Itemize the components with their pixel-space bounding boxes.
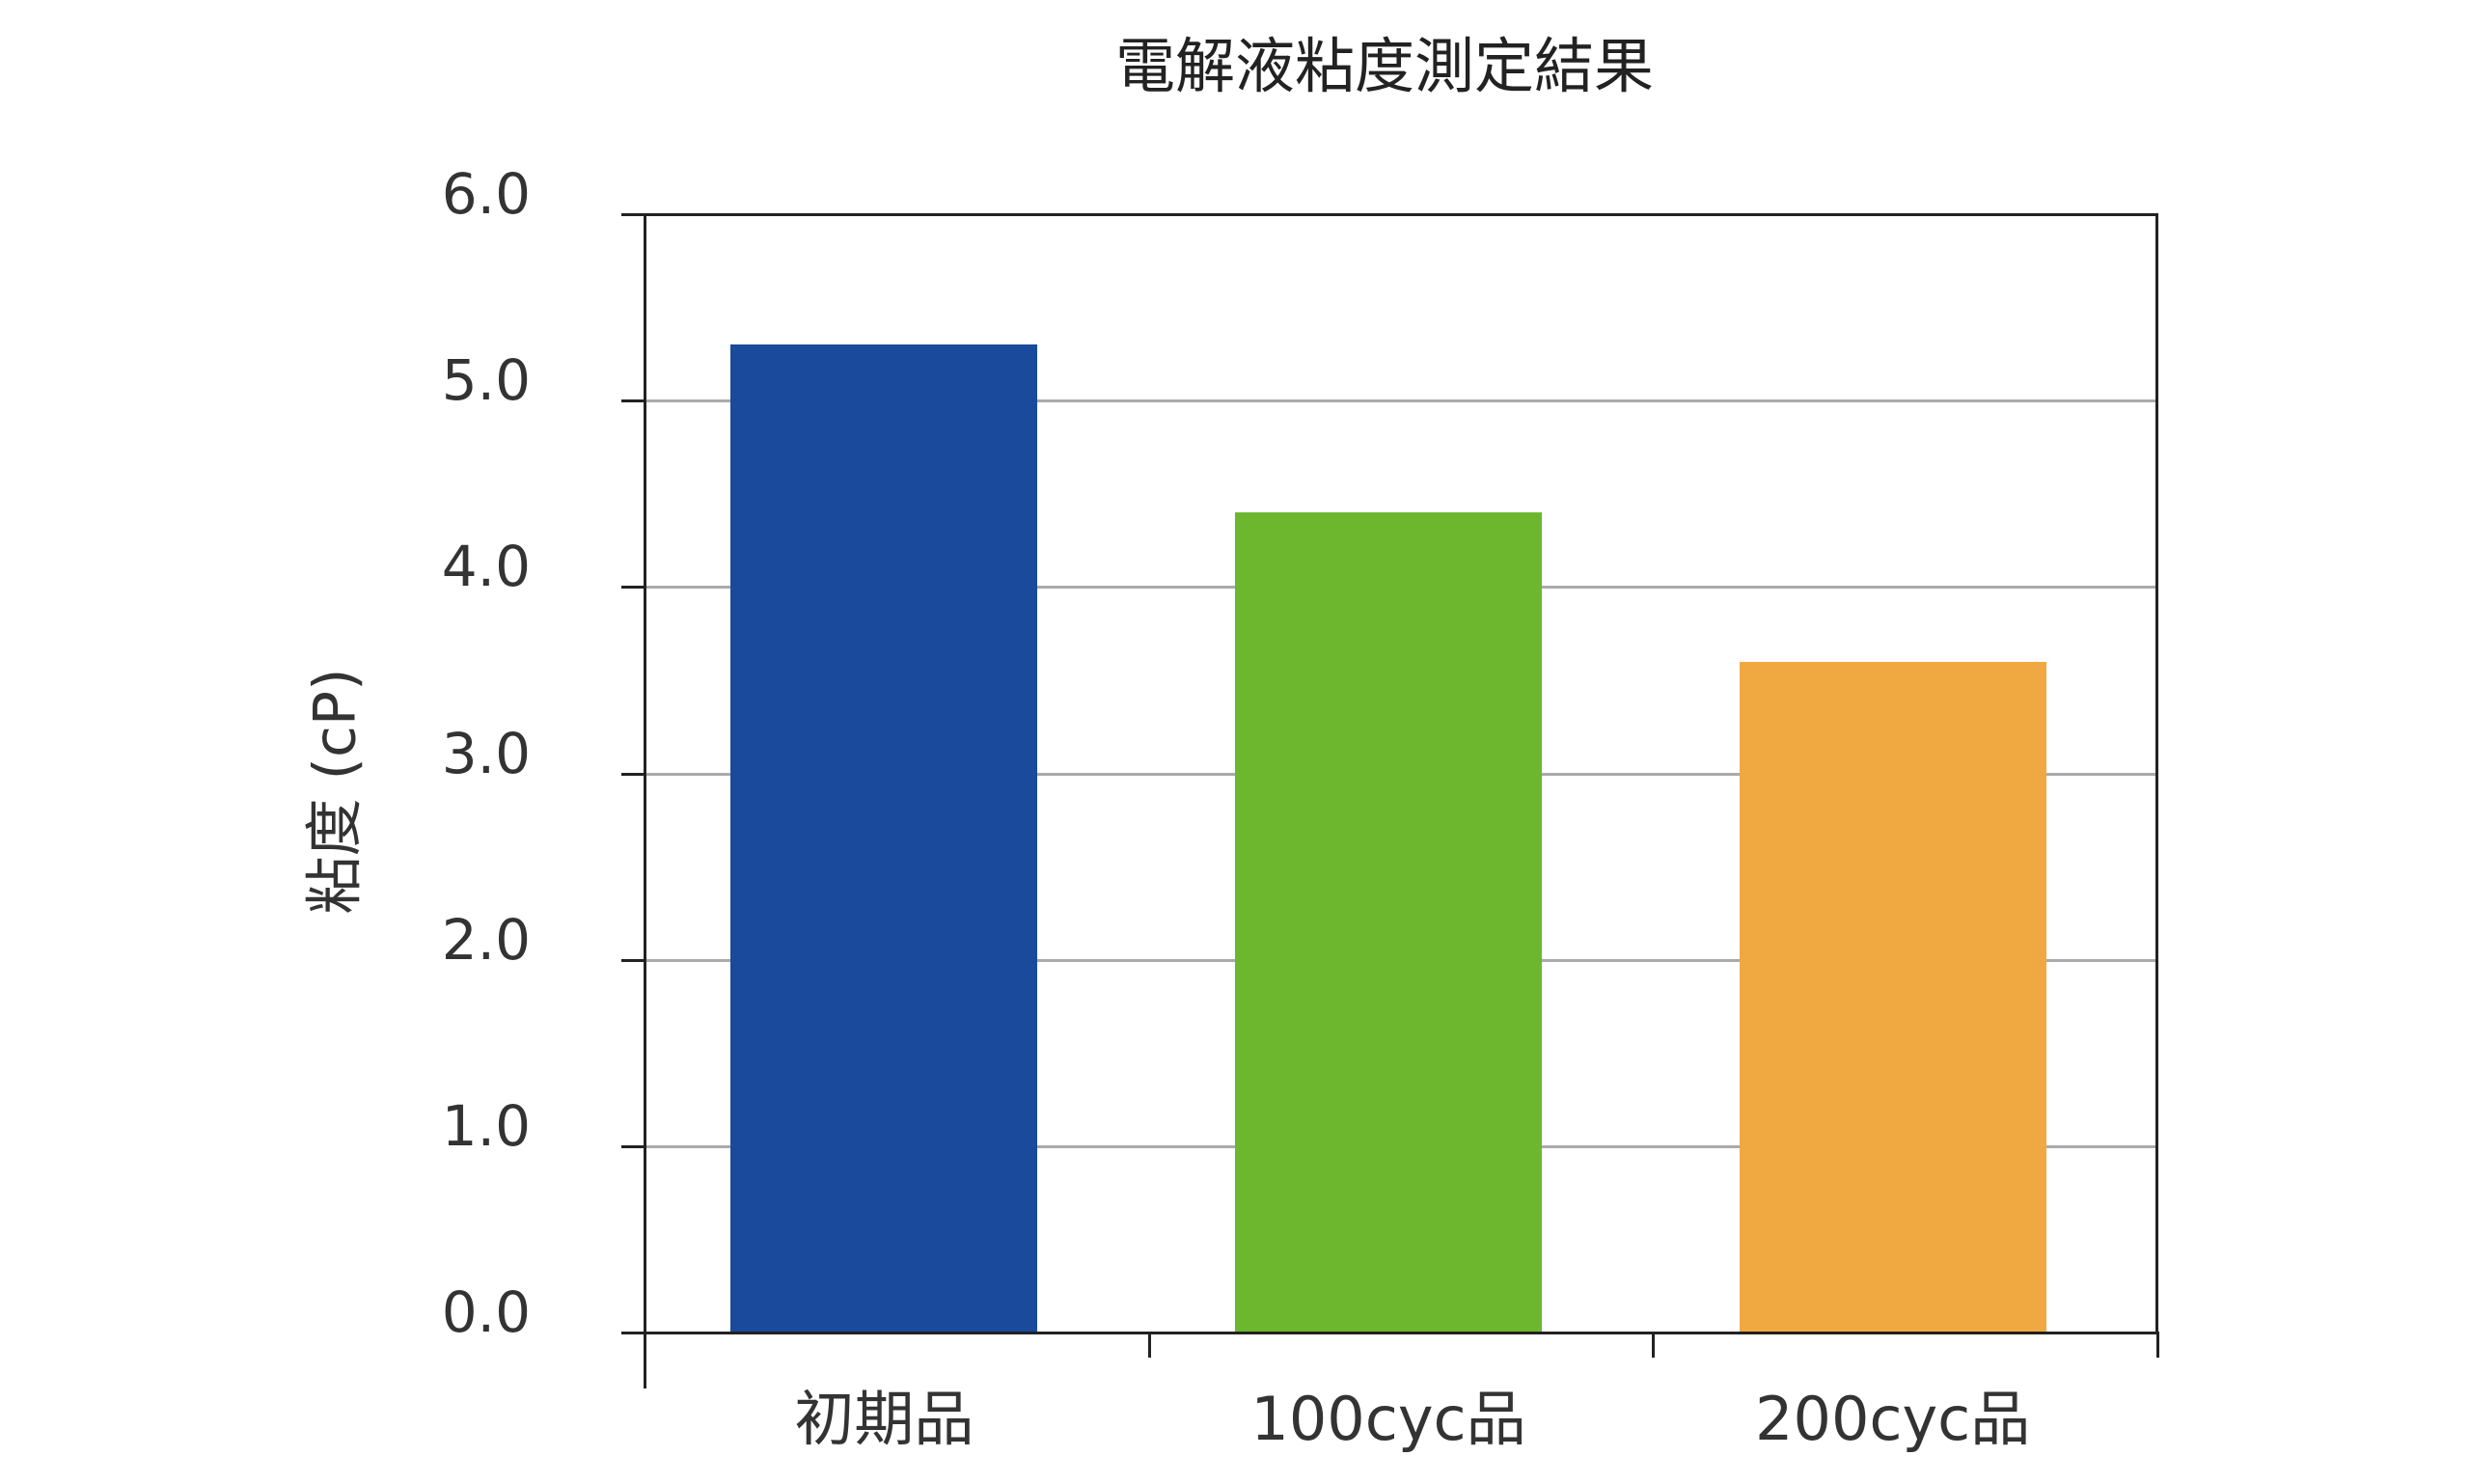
y-tick-label: 0.0 (441, 1279, 531, 1345)
y-axis-title: 粘度 (cP) (301, 668, 370, 915)
y-tick-mark (621, 1144, 646, 1148)
y-axis-line (644, 213, 646, 1388)
x-tick-mark (644, 1332, 646, 1358)
y-tick-mark (621, 1332, 646, 1334)
x-category-label: 初期品 (794, 1384, 974, 1454)
y-tick-mark (621, 586, 646, 590)
y-tick-label: 1.0 (441, 1092, 531, 1159)
gridline (646, 399, 2158, 403)
y-tick-mark (621, 958, 646, 962)
x-tick-mark (1652, 1332, 1656, 1358)
y-tick-mark (621, 213, 646, 216)
x-axis-line (621, 1332, 2158, 1334)
y-tick-mark (621, 399, 646, 403)
bar-2 (1235, 512, 1542, 1333)
bar-3 (1739, 661, 2046, 1333)
x-tick-mark (2156, 1332, 2159, 1358)
x-category-label: 200cyc品 (1755, 1384, 2031, 1454)
bar-1 (730, 344, 1038, 1333)
y-tick-label: 2.0 (441, 906, 531, 973)
y-tick-label: 3.0 (441, 720, 531, 786)
y-tick-label: 6.0 (441, 161, 531, 227)
x-tick-mark (1147, 1332, 1151, 1358)
chart-title: 電解液粘度測定結果 (1114, 31, 1654, 101)
y-tick-label: 4.0 (441, 534, 531, 600)
y-tick-mark (621, 772, 646, 776)
plot-area (644, 213, 2158, 1333)
x-category-label: 100cyc品 (1250, 1384, 1526, 1454)
y-tick-label: 5.0 (441, 347, 531, 414)
